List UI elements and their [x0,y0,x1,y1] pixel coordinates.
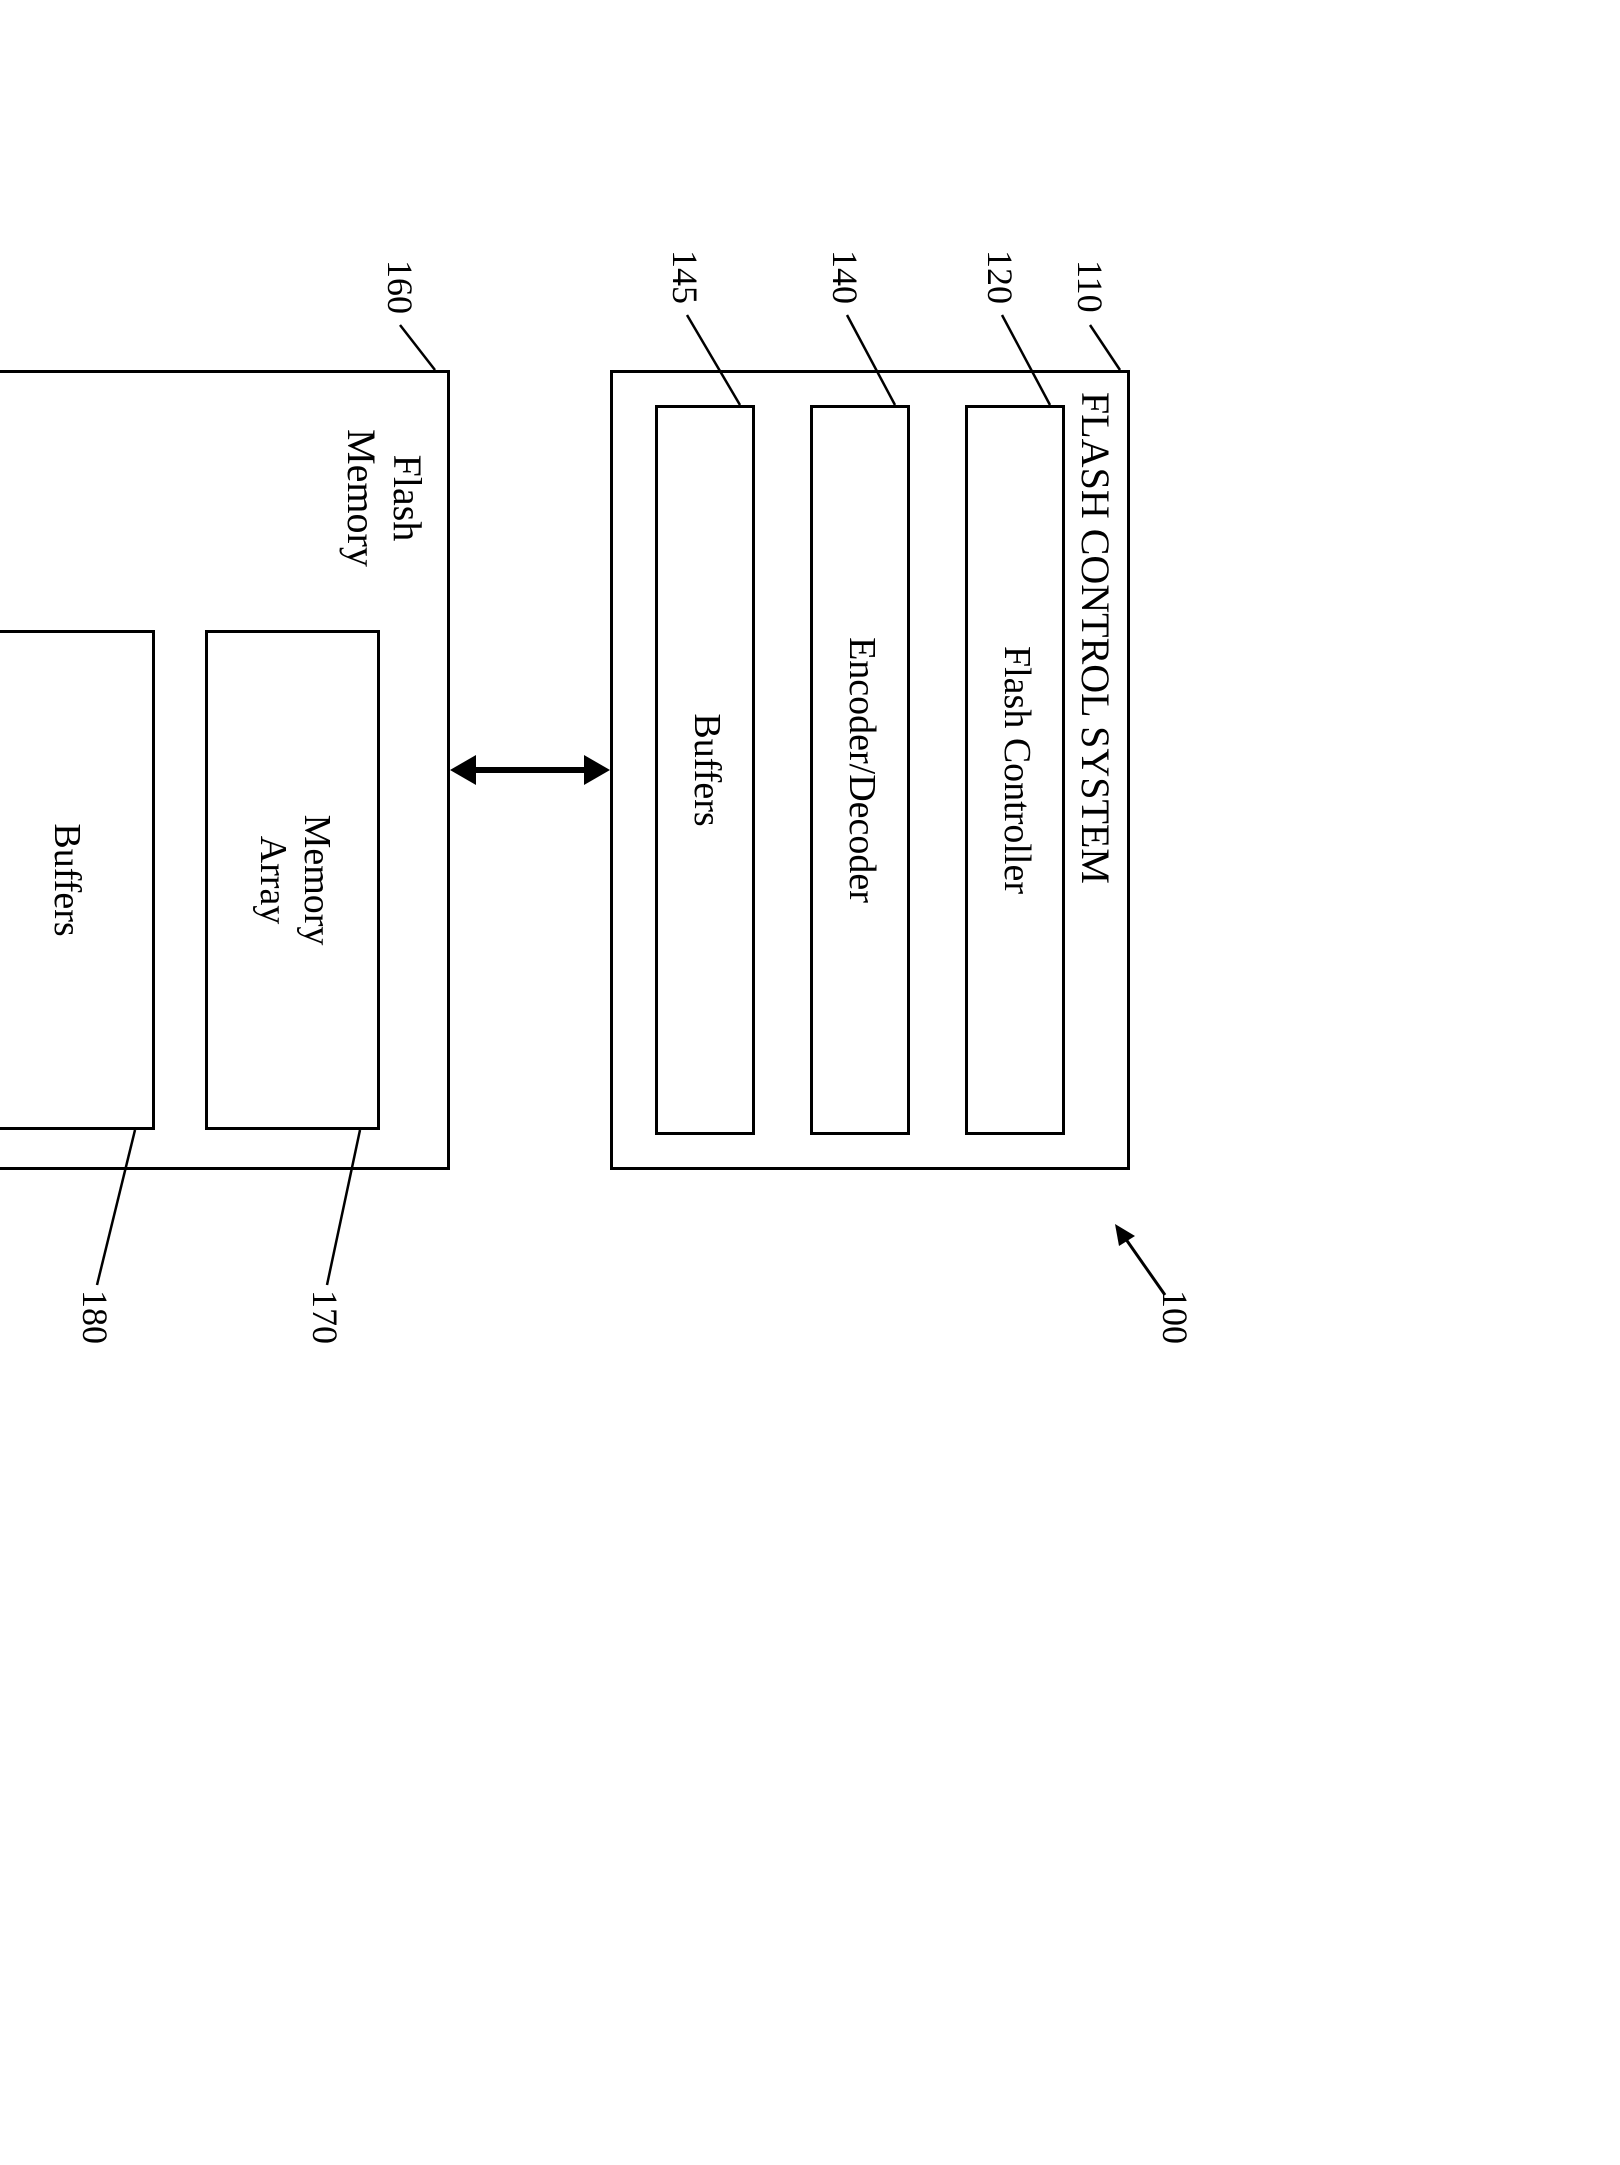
leader-lines [0,170,1380,1470]
figure-canvas: FLASH CONTROL SYSTEM Flash Controller En… [0,0,1620,2165]
